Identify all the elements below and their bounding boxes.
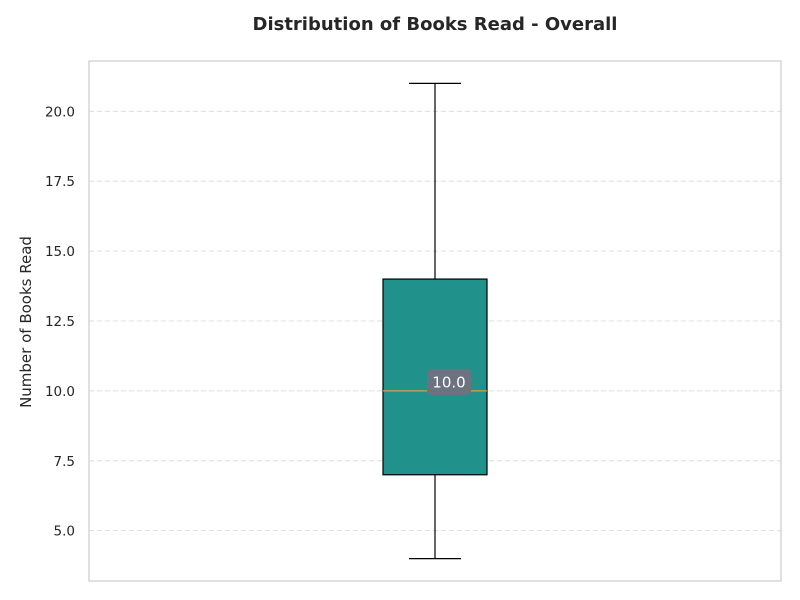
chart-title: Distribution of Books Read - Overall	[252, 14, 618, 35]
y-tick-label: 10.0	[45, 384, 75, 400]
box-group: 10.0	[382, 82, 488, 560]
y-tick-label: 5.0	[54, 524, 75, 540]
y-axis-ticks: 5.0 7.5 10.0 12.5 15.0 17.5 20.0	[45, 104, 75, 539]
plot-frame	[88, 60, 782, 582]
y-tick-label: 15.0	[45, 244, 75, 260]
y-tick-label: 7.5	[54, 454, 75, 470]
y-tick-label: 12.5	[45, 314, 75, 330]
y-tick-label: 20.0	[45, 104, 75, 120]
y-tick-label: 17.5	[45, 174, 75, 190]
median-label: 10.0	[432, 373, 465, 391]
median-label-box	[427, 368, 471, 395]
